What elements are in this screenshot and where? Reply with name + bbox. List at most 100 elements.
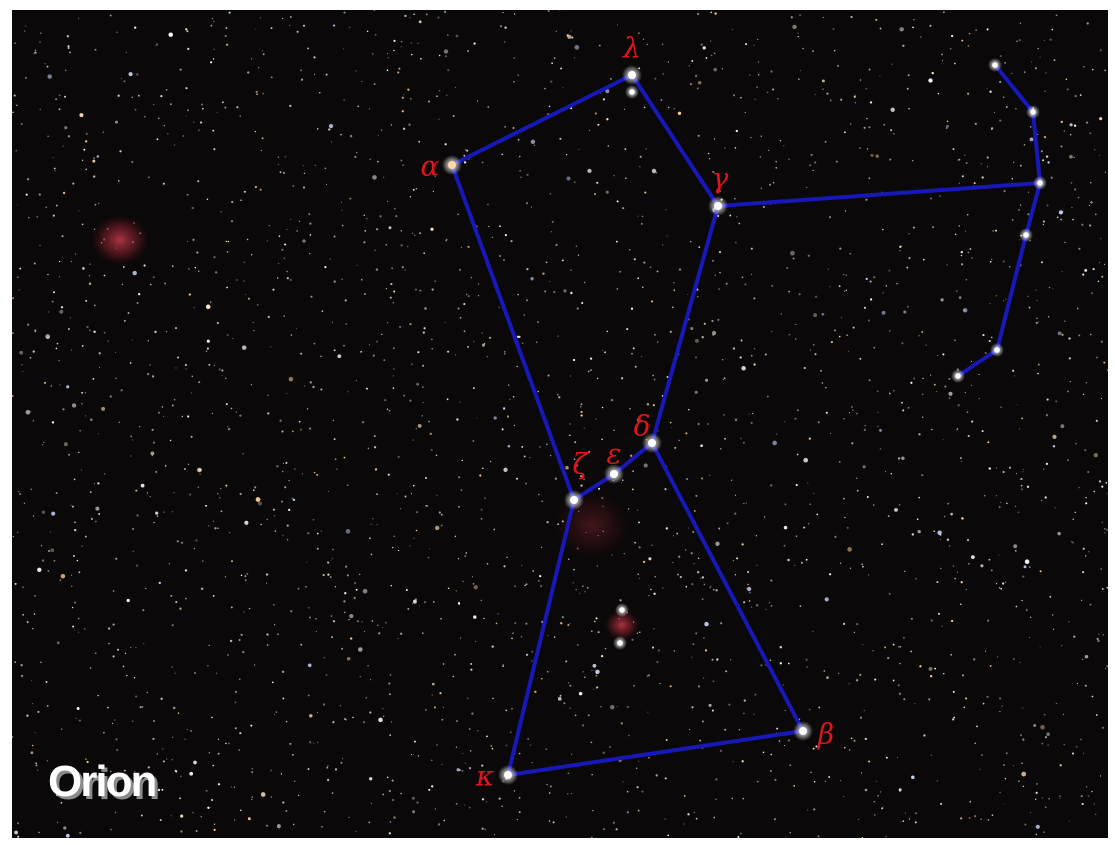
- star: [541, 501, 542, 502]
- star: [213, 21, 214, 22]
- star: [829, 573, 831, 575]
- star: [343, 12, 345, 14]
- star: [860, 717, 862, 719]
- star: [244, 191, 246, 193]
- star: [362, 421, 364, 423]
- star: [503, 259, 505, 261]
- star: [1068, 337, 1070, 339]
- star: [194, 672, 196, 674]
- star: [903, 310, 906, 313]
- star: [261, 150, 262, 151]
- star: [784, 526, 788, 530]
- star: [57, 822, 58, 823]
- star: [393, 368, 394, 369]
- star: [172, 759, 173, 760]
- star: [720, 622, 722, 624]
- star: [482, 162, 484, 164]
- star: [1060, 424, 1064, 428]
- star: [566, 176, 570, 180]
- star: [213, 49, 215, 51]
- star: [743, 503, 744, 504]
- star: [961, 517, 964, 520]
- star: [47, 136, 48, 137]
- star: [147, 692, 148, 693]
- star: [326, 767, 328, 769]
- star: [577, 644, 579, 646]
- star: [286, 393, 287, 394]
- star: [300, 644, 302, 646]
- star: [1094, 453, 1098, 457]
- star: [793, 785, 795, 787]
- star: [856, 413, 858, 415]
- star: [567, 35, 571, 39]
- star: [601, 438, 603, 440]
- star: [873, 504, 875, 506]
- star: [583, 671, 584, 672]
- star: [886, 285, 887, 286]
- star: [967, 93, 969, 95]
- star: [709, 704, 712, 707]
- star: [206, 790, 208, 792]
- star: [182, 416, 183, 417]
- star: [940, 568, 941, 569]
- star: [1106, 529, 1108, 531]
- star: [961, 40, 963, 42]
- star: [1049, 596, 1051, 598]
- star: [343, 345, 345, 347]
- star: [123, 665, 125, 667]
- star: [466, 294, 467, 295]
- star: [144, 116, 145, 117]
- star: [486, 736, 488, 738]
- star: [709, 587, 711, 589]
- star: [1015, 108, 1017, 110]
- star: [184, 739, 185, 740]
- star: [714, 53, 715, 54]
- star: [800, 605, 802, 607]
- star: [1107, 587, 1109, 589]
- star: [1084, 269, 1087, 272]
- star: [904, 571, 906, 573]
- star: [1060, 798, 1061, 799]
- star: [447, 69, 449, 71]
- star: [212, 130, 214, 132]
- star: [1001, 705, 1003, 707]
- star: [369, 537, 371, 539]
- star: [923, 734, 925, 736]
- star: [500, 25, 502, 27]
- star: [582, 585, 584, 587]
- star: [753, 363, 755, 365]
- star: [268, 316, 270, 318]
- star: [209, 645, 210, 646]
- star: [372, 518, 373, 519]
- star: [253, 322, 254, 323]
- star: [464, 330, 466, 332]
- star: [473, 341, 474, 342]
- star: [281, 501, 283, 503]
- star: [529, 457, 530, 458]
- star: [578, 254, 579, 255]
- star: [637, 786, 639, 788]
- star: [78, 618, 80, 620]
- star: [231, 786, 232, 787]
- star: [698, 81, 702, 85]
- star: [870, 280, 872, 282]
- star: [967, 539, 969, 541]
- star: [893, 680, 895, 682]
- star: [202, 108, 204, 110]
- star: [99, 352, 101, 354]
- star: [829, 216, 831, 218]
- star: [53, 560, 55, 562]
- star: [558, 697, 562, 701]
- star: [333, 420, 334, 421]
- star: [18, 289, 19, 290]
- star: [40, 32, 42, 34]
- star: [1036, 289, 1037, 290]
- star: [481, 518, 483, 520]
- star: [1012, 370, 1014, 372]
- star: [599, 45, 601, 47]
- star: [862, 837, 863, 838]
- star: [350, 135, 352, 137]
- star: [476, 417, 477, 418]
- star: [597, 378, 598, 379]
- star: [705, 379, 708, 382]
